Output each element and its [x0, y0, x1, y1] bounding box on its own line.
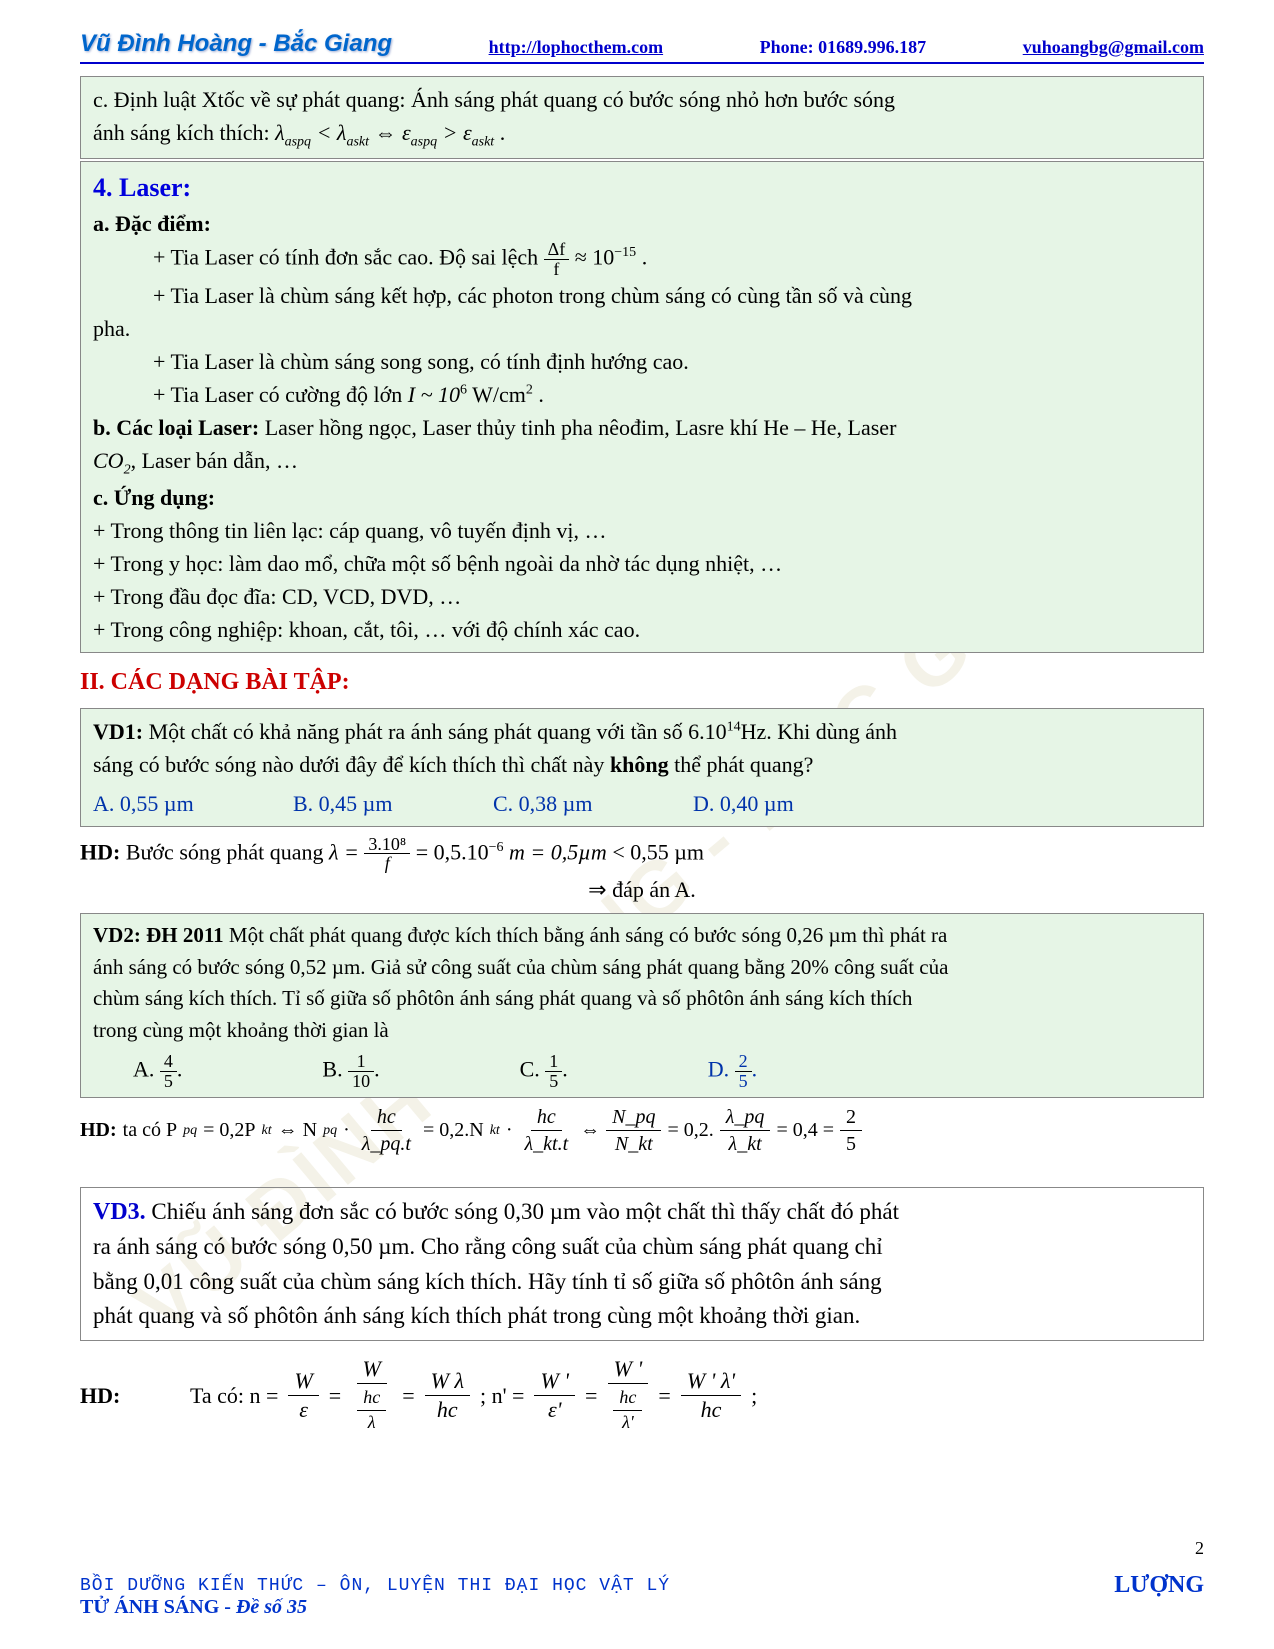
header-link[interactable]: http://lophocthem.com [489, 37, 664, 58]
vd2-opt-a: A. 45. [133, 1052, 182, 1091]
vd1-opt-b: B. 0,45 µm [293, 787, 433, 820]
text-line: CO2, Laser bán dẫn, … [93, 444, 1191, 480]
text-line: ánh sáng có bước sóng 0,52 µm. Giả sử cô… [93, 952, 1191, 984]
vd2-box: VD2: ĐH 2011 Một chất phát quang được kí… [80, 913, 1204, 1098]
page-number: 2 [1195, 1538, 1204, 1559]
text-line: ánh sáng kích thích: λaspq < λaskt ⇔ εas… [93, 116, 1191, 152]
text-line: + Trong công nghiệp: khoan, cắt, tôi, … … [93, 613, 1191, 646]
vd3-box: VD3. Chiếu ánh sáng đơn sắc có bước sóng… [80, 1187, 1204, 1341]
text-line: + Tia Laser là chùm sáng kết hợp, các ph… [93, 279, 1191, 312]
text-line: + Trong đầu đọc đĩa: CD, VCD, DVD, … [93, 580, 1191, 613]
text-line: VD1: Một chất có khả năng phát ra ánh sá… [93, 715, 1191, 748]
footer-line-1: BỒI DƯỠNG KIẾN THỨC – ÔN, LUYỆN THI ĐẠI … [80, 1576, 1204, 1596]
text-line: b. Các loại Laser: Laser hồng ngọc, Lase… [93, 411, 1191, 444]
sub-a: a. Đặc điểm: [93, 207, 1191, 240]
text-line: phát quang và số phôtôn ánh sáng kích th… [93, 1299, 1191, 1334]
page-header: Vũ Đình Hoàng - Bắc Giang http://lophoct… [80, 30, 1204, 64]
vd1-hd: HD: Bước sóng phát quang λ = 3.10⁸f = 0,… [80, 835, 1204, 874]
laser-title: 4. Laser: [93, 168, 1191, 207]
sub-c: c. Ứng dụng: [93, 481, 1191, 514]
vd2-opt-d: D. 25. [708, 1052, 757, 1091]
footer-right-label: LƯỢNG [1114, 1572, 1204, 1599]
vd2-hd: HD: ta có Ppq = 0,2Pkt ⇔ Npq · hcλ_pq.t … [80, 1104, 1204, 1157]
page-footer: 2 LƯỢNG BỒI DƯỠNG KIẾN THỨC – ÔN, LUYỆN … [80, 1576, 1204, 1619]
author-name: Vũ Đình Hoàng - Bắc Giang [80, 30, 392, 58]
text-line: chùm sáng kích thích. Tỉ số giữa số phôt… [93, 983, 1191, 1015]
header-email[interactable]: vuhoangbg@gmail.com [1023, 37, 1204, 58]
vd1-opt-a: A. 0,55 µm [93, 787, 233, 820]
text-line: VD2: ĐH 2011 Một chất phát quang được kí… [93, 920, 1191, 952]
vd2-answers: A. 45. B. 110. C. 15. D. 25. [93, 1052, 1191, 1091]
text-line: c. Định luật Xtốc về sự phát quang: Ánh … [93, 83, 1191, 116]
vd1-box: VD1: Một chất có khả năng phát ra ánh sá… [80, 708, 1204, 827]
text-line: sáng có bước sóng nào dưới đây để kích t… [93, 748, 1191, 781]
vd3-hd: HD: Ta có: n = Wε = W hcλ = W λhc ; n' =… [80, 1355, 1204, 1437]
vd1-answers: A. 0,55 µm B. 0,45 µm C. 0,38 µm D. 0,40… [93, 787, 1191, 820]
vd2-opt-c: C. 15. [520, 1052, 568, 1091]
text-line: + Tia Laser là chùm sáng song song, có t… [93, 345, 1191, 378]
box-stokes-law: c. Định luật Xtốc về sự phát quang: Ánh … [80, 76, 1204, 159]
text-line: ra ánh sáng có bước sóng 0,50 µm. Cho rằ… [93, 1230, 1191, 1265]
text-line: + Trong y học: làm dao mổ, chữa một số b… [93, 547, 1191, 580]
text-line: + Tia Laser có cường độ lớn I ~ 106 W/cm… [93, 378, 1191, 411]
vd1-opt-d: D. 0,40 µm [693, 787, 833, 820]
vd1-opt-c: C. 0,38 µm [493, 787, 633, 820]
text-line: bằng 0,01 công suất của chùm sáng kích t… [93, 1265, 1191, 1300]
header-phone: Phone: 01689.996.187 [760, 37, 927, 58]
section-2-title: II. CÁC DẠNG BÀI TẬP: [80, 669, 1204, 696]
text-line: trong cùng một khoảng thời gian là [93, 1015, 1191, 1047]
footer-line-2: TỬ ÁNH SÁNG - Đề số 35 [80, 1596, 1204, 1619]
text-line: + Trong thông tin liên lạc: cáp quang, v… [93, 514, 1191, 547]
text-line: + Tia Laser có tính đơn sắc cao. Độ sai … [93, 240, 1191, 279]
text-line: pha. [93, 312, 1191, 345]
vd1-answer: ⇒ đáp án A. [80, 877, 1204, 903]
box-laser: 4. Laser: a. Đặc điểm: + Tia Laser có tí… [80, 161, 1204, 652]
text-line: VD3. Chiếu ánh sáng đơn sắc có bước sóng… [93, 1194, 1191, 1230]
vd2-opt-b: B. 110. [322, 1052, 379, 1091]
